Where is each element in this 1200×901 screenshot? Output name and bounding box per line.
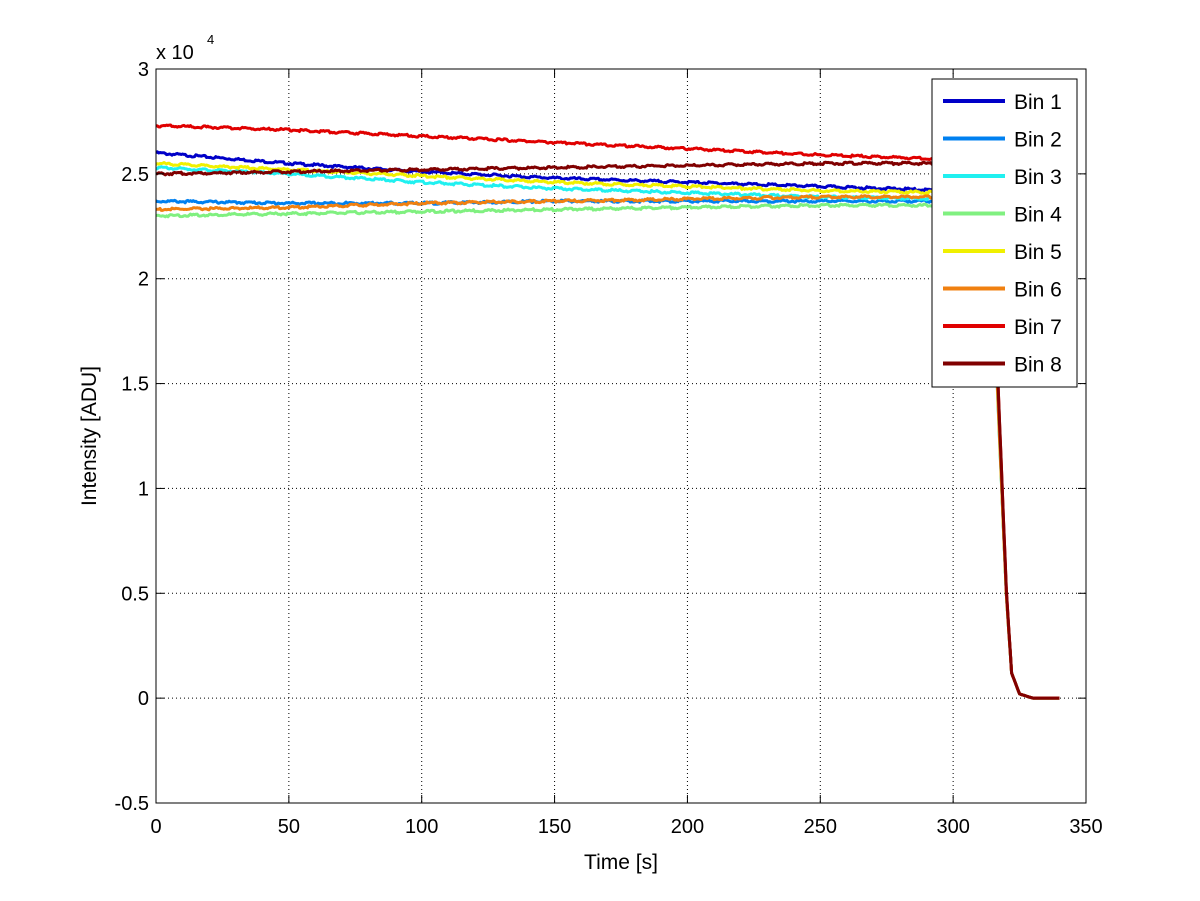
legend-label: Bin 5 bbox=[1014, 241, 1062, 264]
series-line-1 bbox=[156, 150, 1060, 700]
y-tick-label: 1.5 bbox=[121, 374, 149, 396]
series-line-7 bbox=[156, 123, 1060, 700]
legend-label: Bin 4 bbox=[1014, 204, 1062, 227]
y-tick-label: 2.5 bbox=[121, 164, 149, 186]
legend-box bbox=[931, 78, 1078, 388]
legend-label: Bin 3 bbox=[1014, 166, 1062, 189]
x-tick-label: 50 bbox=[278, 816, 300, 838]
y-multiplier-exponent: 4 bbox=[207, 32, 214, 47]
y-tick-label: -0.5 bbox=[115, 793, 149, 815]
legend-label: Bin 8 bbox=[1014, 354, 1062, 377]
series-line-6 bbox=[156, 194, 1060, 700]
legend-label: Bin 7 bbox=[1014, 316, 1062, 339]
y-axis-label: Intensity [ADU] bbox=[78, 366, 101, 506]
y-tick-label: 2 bbox=[138, 269, 149, 291]
legend-label: Bin 1 bbox=[1014, 91, 1062, 114]
legend-label: Bin 2 bbox=[1014, 129, 1062, 152]
x-axis-label: Time [s] bbox=[584, 851, 658, 874]
series-line-8 bbox=[156, 160, 1060, 700]
series-layer bbox=[156, 123, 1060, 700]
x-tick-label: 300 bbox=[936, 816, 969, 838]
y-tick-label: 0.5 bbox=[121, 583, 149, 605]
x-tick-label: 150 bbox=[538, 816, 571, 838]
y-tick-label: 3 bbox=[138, 59, 149, 81]
axis-ticks bbox=[155, 68, 1087, 804]
grid-lines bbox=[156, 69, 1086, 803]
legend-label: Bin 6 bbox=[1014, 279, 1062, 302]
x-tick-label: 100 bbox=[405, 816, 438, 838]
tick-labels: 0 50 100 150 200 250 300 350-0.500.511.522.53 bbox=[115, 59, 1103, 838]
x-tick-label: 250 bbox=[804, 816, 837, 838]
plot-frame bbox=[155, 68, 1087, 804]
x-tick-label: 350 bbox=[1069, 816, 1102, 838]
y-tick-label: 0 bbox=[138, 688, 149, 710]
legend: Bin 1 Bin 2 Bin 3 Bin 4 Bin 5 Bin 6 Bin 7 Bin 8 bbox=[931, 78, 1078, 388]
series-line-5 bbox=[156, 161, 1060, 700]
series-line-4 bbox=[156, 202, 1060, 700]
x-tick-label: 0 bbox=[150, 816, 161, 838]
y-tick-label: 1 bbox=[138, 478, 149, 500]
x-tick-label: 200 bbox=[671, 816, 704, 838]
y-multiplier-label: x 10 bbox=[156, 42, 194, 64]
